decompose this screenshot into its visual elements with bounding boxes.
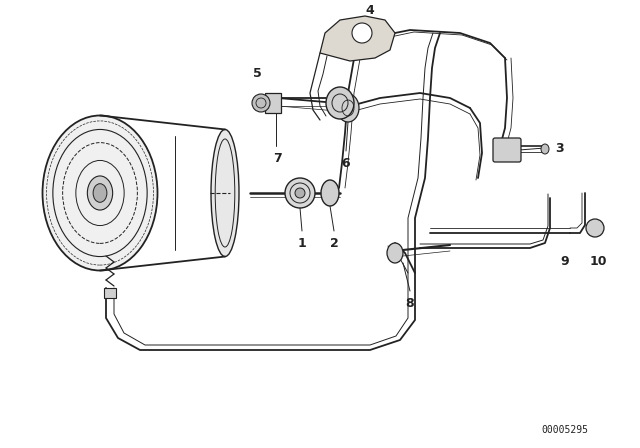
- Text: 9: 9: [561, 254, 570, 267]
- Ellipse shape: [295, 188, 305, 198]
- Ellipse shape: [541, 144, 549, 154]
- Text: 00005295: 00005295: [541, 425, 589, 435]
- Text: 6: 6: [342, 156, 350, 169]
- Ellipse shape: [93, 184, 107, 202]
- Circle shape: [252, 94, 270, 112]
- Ellipse shape: [321, 180, 339, 206]
- Text: 10: 10: [589, 254, 607, 267]
- Text: 7: 7: [274, 151, 282, 164]
- Bar: [104, 288, 116, 298]
- Text: 4: 4: [365, 4, 374, 17]
- Ellipse shape: [42, 116, 157, 271]
- Ellipse shape: [268, 95, 278, 109]
- Ellipse shape: [285, 178, 315, 208]
- Text: 1: 1: [298, 237, 307, 250]
- Text: 8: 8: [406, 297, 414, 310]
- Ellipse shape: [387, 243, 403, 263]
- Text: 5: 5: [253, 66, 261, 79]
- Ellipse shape: [586, 219, 604, 237]
- Ellipse shape: [326, 87, 354, 119]
- Ellipse shape: [87, 176, 113, 210]
- Circle shape: [352, 23, 372, 43]
- Text: 2: 2: [330, 237, 339, 250]
- FancyBboxPatch shape: [493, 138, 521, 162]
- Ellipse shape: [337, 94, 359, 122]
- Polygon shape: [320, 16, 395, 61]
- Bar: [265, 93, 281, 113]
- Ellipse shape: [211, 129, 239, 257]
- Text: 3: 3: [556, 142, 564, 155]
